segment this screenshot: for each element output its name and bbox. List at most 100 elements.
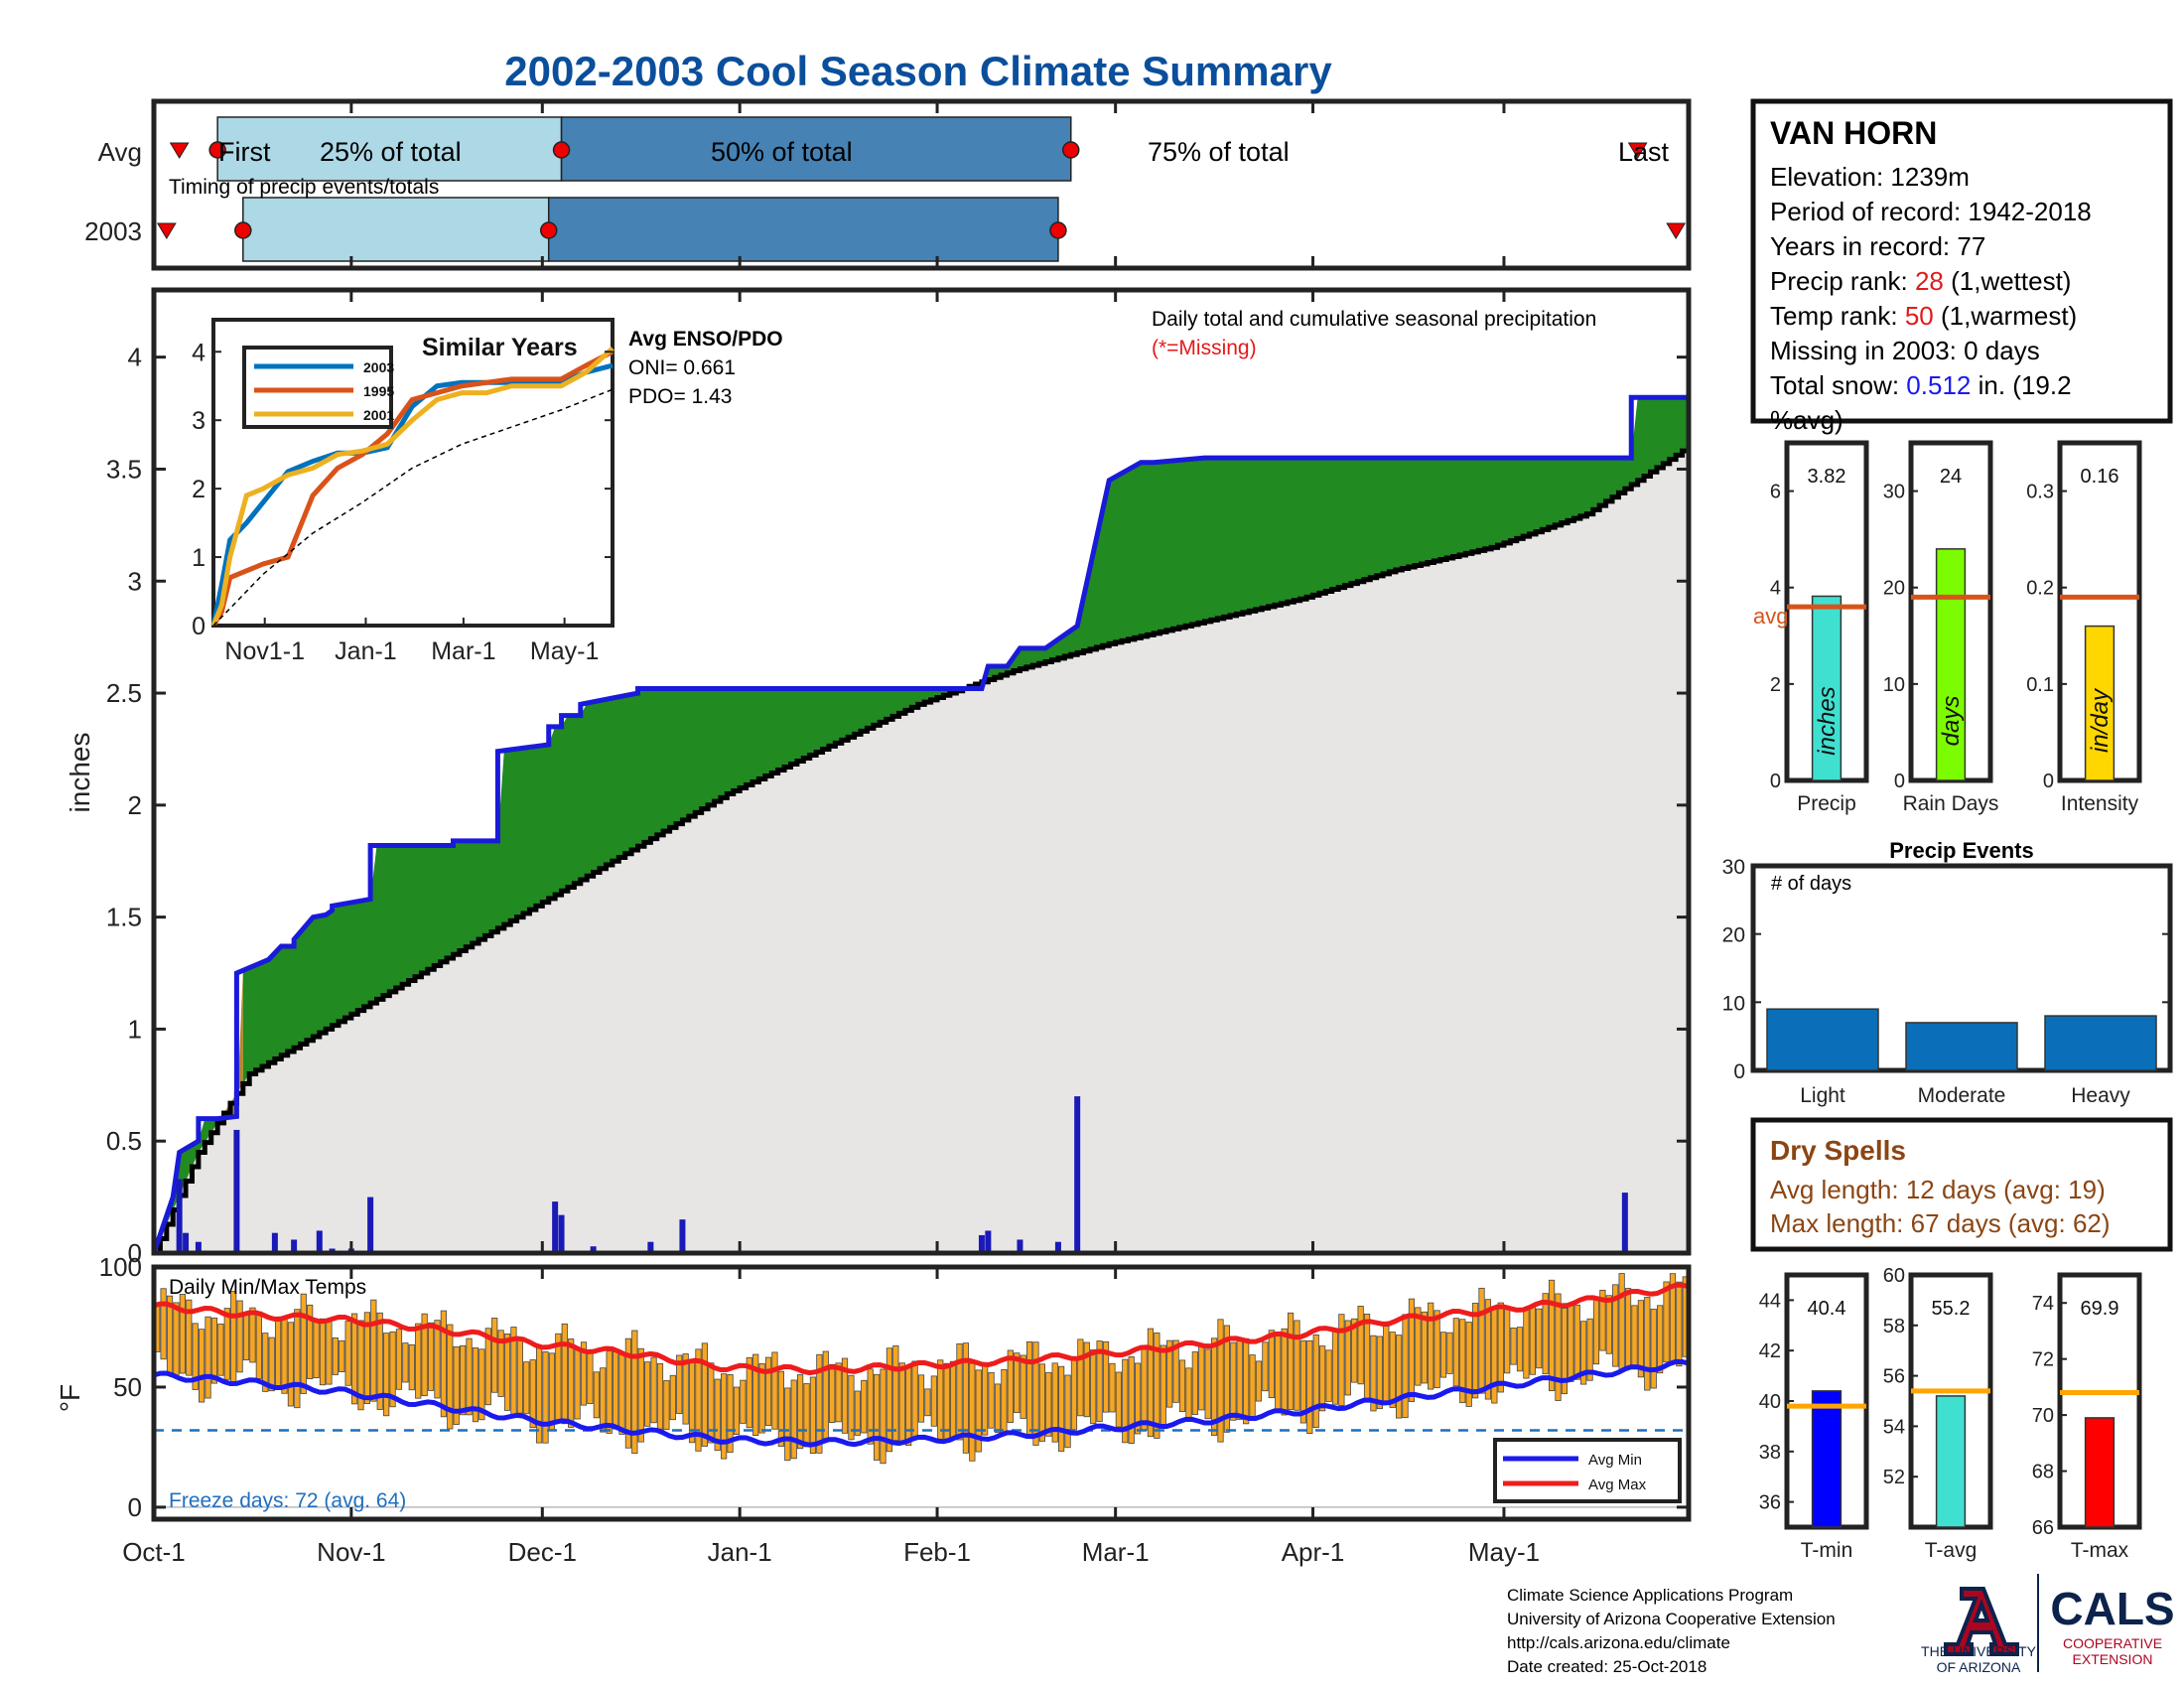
temp-summary-t-avg-bar [1935, 1395, 1967, 1528]
daily-temp-bar [1631, 1305, 1638, 1366]
daily-temp-bar [1115, 1371, 1122, 1428]
station-info-box: VAN HORN Elevation: 1239m Period of reco… [1750, 98, 2173, 435]
precip-missing-note: (*=Missing) [1152, 337, 1257, 359]
season-precip-tick-label: 6 [1770, 482, 1781, 503]
daily-precip-bar [1017, 1239, 1024, 1253]
timing-percentile-marker [208, 141, 226, 159]
daily-temp-bar [1077, 1338, 1084, 1417]
daily-temp-bar [1325, 1349, 1332, 1402]
daily-precip-bar [558, 1214, 565, 1253]
daily-temp-bar [1217, 1319, 1224, 1443]
temp-summary-t-min-x-label: T-min [1801, 1539, 1853, 1562]
station-period: Period of record: 1942-2018 [1770, 197, 2092, 226]
daily-temp-bar [1459, 1319, 1466, 1404]
timing-percentile-marker [1049, 221, 1067, 239]
daily-temp-bar [892, 1345, 899, 1442]
daily-temp-bar [701, 1342, 708, 1447]
inset-average-line [212, 388, 614, 627]
daily-temp-bar [344, 1321, 351, 1386]
date-x-tick-label: Jan-1 [708, 1537, 772, 1567]
daily-temp-bar [1383, 1326, 1390, 1404]
precip-y-tick-label: 3.5 [106, 454, 142, 484]
daily-temp-bar [829, 1363, 836, 1424]
daily-temp-bar [1007, 1349, 1014, 1424]
temp-summary-t-max-x-label: T-max [2071, 1539, 2129, 1562]
daily-temp-bar [1096, 1340, 1103, 1422]
station-elevation: Elevation: 1239m [1770, 162, 1970, 192]
daily-temp-bar [472, 1347, 479, 1423]
daily-temp-bar [1465, 1322, 1472, 1407]
temp-summary-t-avg-tick-label: 58 [1883, 1316, 1905, 1337]
inset-y-tick-label: 1 [192, 544, 205, 572]
daily-temp-bar [708, 1362, 715, 1444]
daily-temp-bar [1555, 1293, 1562, 1401]
daily-temp-bar [1331, 1329, 1339, 1405]
daily-temp-bar [1045, 1371, 1052, 1437]
timing-first-last-marker [156, 222, 177, 239]
daily-temp-bar [268, 1336, 275, 1392]
daily-temp-bar [1032, 1341, 1039, 1446]
events-y-tick-label: 20 [1722, 924, 1745, 947]
daily-temp-bar [1172, 1339, 1179, 1403]
daily-temp-bar [956, 1343, 963, 1441]
daily-temp-bar [612, 1350, 619, 1430]
daily-temp-bar [484, 1328, 491, 1406]
daily-temp-bar [886, 1347, 893, 1453]
logo-a-line1: THE UNIVERSITY [1921, 1643, 2037, 1659]
daily-temp-bar [332, 1336, 339, 1375]
season-precip-value: 3.82 [1808, 466, 1846, 488]
season-intensity-unit: in/day [2087, 687, 2114, 753]
date-x-tick-label: Apr-1 [1282, 1537, 1345, 1567]
station-snow: Total snow: 0.512 in. (19.2 [1770, 370, 2072, 400]
season-precip-unit: inches [1814, 686, 1841, 755]
season-intensity-tick-label: 0.2 [2026, 578, 2054, 600]
avg-min-line [153, 1358, 1690, 1448]
daily-temp-bar [230, 1291, 237, 1383]
timing-percentile-marker [539, 221, 558, 239]
daily-temp-bar [1001, 1368, 1008, 1434]
events-y-tick-label: 10 [1722, 992, 1745, 1015]
temp-panel-label: Daily Min/Max Temps [169, 1276, 366, 1299]
daily-temp-bar [1160, 1344, 1166, 1426]
daily-temp-bar [937, 1359, 944, 1441]
daily-temp-bar [1428, 1302, 1434, 1390]
timing-row-label-2003: 2003 [84, 216, 142, 246]
season-intensity-value: 0.16 [2081, 466, 2119, 488]
daily-precip-bar [1074, 1096, 1081, 1253]
daily-temp-bar [721, 1373, 728, 1460]
temp-summary-t-max-bar [2084, 1417, 2116, 1528]
precip-y-tick-label: 0.5 [106, 1126, 142, 1156]
footer: Climate Science Applications Program Uni… [1507, 1586, 1836, 1676]
timing-first-label: First [218, 137, 271, 167]
daily-temp-bar [294, 1309, 301, 1409]
daily-temp-bar [1185, 1367, 1192, 1420]
timing-row-label-avg: Avg [98, 137, 142, 167]
temperature-bars: 36 38 40 42 44 40.4 T-min 52 54 56 58 60 55.2 T-avg 66… [1759, 1265, 2142, 1562]
daily-temp-bar [1568, 1302, 1574, 1382]
daily-temp-bar [1618, 1273, 1625, 1372]
daily-temp-bar [319, 1318, 327, 1386]
daily-temp-bar [223, 1308, 230, 1380]
inset-x-ticks: Nov1-1 Jan-1 Mar-1 May-1 [224, 618, 599, 665]
timing-panel: Avg 2003 First 25% of total 50% of total… [84, 98, 1692, 271]
precip-y-tick-label: 3 [128, 566, 142, 596]
season-rain-days-tick-label: 10 [1883, 674, 1905, 696]
temp-summary-t-max-tick-label: 68 [2032, 1462, 2054, 1483]
daily-temp-bar [1536, 1308, 1543, 1369]
inset-series-2001 [210, 346, 614, 627]
daily-precip-bar [590, 1246, 597, 1253]
timing-caption: Timing of precip events/totals [169, 176, 439, 199]
temp-summary-t-min-tick-label: 36 [1759, 1492, 1781, 1514]
daily-temp-bar [205, 1316, 211, 1399]
date-x-tick-label: Mar-1 [1082, 1537, 1150, 1567]
timing-q2-bar [560, 116, 1072, 182]
daily-temp-bar [1471, 1303, 1479, 1399]
daily-temp-bar [714, 1378, 721, 1452]
daily-temp-bar [803, 1383, 810, 1448]
daily-temp-bar [160, 1288, 167, 1360]
temp-panel: 0 50 100 °F Daily Min/Max Temps Freeze day… [55, 1252, 1692, 1567]
daily-precip-bar [978, 1234, 985, 1253]
temp-summary-t-avg-tick-label: 54 [1883, 1416, 1905, 1438]
daily-temp-bar [880, 1368, 887, 1465]
